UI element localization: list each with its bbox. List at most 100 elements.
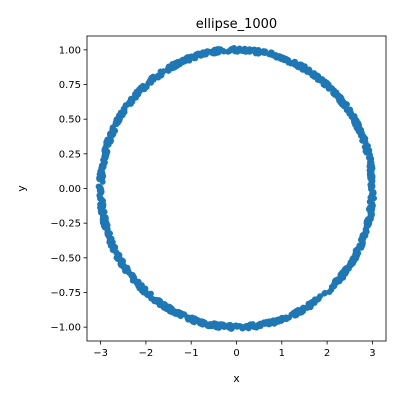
scatter-point (315, 295, 322, 302)
scatter-point (98, 196, 105, 203)
scatter-point (328, 283, 335, 290)
scatter-point (143, 291, 150, 298)
x-tick-label: 0 (233, 348, 239, 359)
y-tick-label: −0.25 (50, 219, 81, 230)
scatter-point (262, 48, 269, 55)
scatter-point (338, 275, 345, 282)
scatter-point (272, 51, 279, 58)
scatter-point (109, 247, 116, 254)
chart-title: ellipse_1000 (196, 17, 277, 32)
scatter-point (217, 46, 224, 53)
scatter-point (126, 100, 133, 107)
y-tick-label: 0.25 (59, 149, 81, 160)
scatter-point (363, 218, 370, 225)
scatter-point (160, 68, 167, 75)
x-tick-label: −2 (139, 348, 154, 359)
scatter-point (243, 46, 250, 53)
plot-frame (86, 35, 387, 342)
scatter-point (103, 151, 110, 158)
scatter-point (347, 109, 354, 116)
scatter-point (208, 49, 215, 56)
scatter-point (358, 244, 365, 251)
y-tick-label: −0.75 (50, 288, 81, 299)
scatter-point (369, 173, 376, 180)
y-axis-label: y (15, 185, 28, 192)
scatter-point (353, 117, 360, 124)
scatter-point (364, 142, 371, 149)
scatter-point (288, 311, 295, 318)
scatter-point (125, 268, 132, 275)
scatter-point (304, 67, 311, 74)
scatter-point (148, 79, 155, 86)
scatter-point (220, 323, 227, 330)
x-tick-label: 1 (279, 348, 285, 359)
scatter-point (322, 289, 329, 296)
x-tick-label: 3 (369, 348, 375, 359)
scatter-point (311, 70, 318, 77)
scatter-point (360, 133, 367, 140)
scatter-point (110, 125, 117, 132)
scatter-point (192, 55, 199, 62)
scatter-point (118, 257, 125, 264)
scatter-point (184, 57, 191, 64)
scatter-point (333, 89, 340, 96)
scatter-point (189, 314, 196, 321)
scatter-point (135, 278, 142, 285)
scatter-point (317, 77, 324, 84)
scatter-point (106, 236, 113, 243)
scatter-point (228, 322, 235, 329)
scatter-point (171, 310, 178, 317)
scatter-point (228, 46, 235, 53)
scatter-point (277, 316, 284, 323)
scatter-point (99, 211, 106, 218)
x-tick-label: −3 (93, 348, 108, 359)
scatter-point (355, 250, 362, 257)
y-tick-label: −1.00 (50, 323, 81, 334)
scatter-point (102, 147, 109, 154)
scatter-point (103, 139, 110, 146)
scatter-point (197, 52, 204, 59)
scatter-point (170, 64, 177, 71)
scatter-point (356, 127, 363, 134)
scatter-point (207, 321, 214, 328)
scatter-point (362, 229, 369, 236)
scatter-point (203, 49, 210, 56)
scatter-point (121, 106, 128, 113)
scatter-point (166, 304, 173, 311)
scatter-point (298, 64, 305, 71)
y-tick-label: 0.75 (59, 80, 81, 91)
y-tick-label: 0.00 (59, 184, 81, 195)
scatter-point (200, 318, 207, 325)
points-layer (95, 44, 377, 332)
scatter-point (359, 237, 366, 244)
x-axis-label: x (233, 372, 240, 385)
scatter-point (302, 305, 308, 312)
scatter-point (277, 55, 284, 62)
scatter-point (284, 56, 291, 63)
scatter-point (129, 277, 136, 284)
scatter-point (370, 190, 377, 197)
scatter-point (311, 299, 318, 306)
scatter-point (96, 176, 103, 183)
scatter-point (339, 99, 346, 106)
y-axis: −1.00 −0.75 −0.50 −0.25 0.00 0.25 0.50 0.75 1.00 (50, 45, 87, 334)
scatter-point (367, 204, 374, 211)
scatter-point (115, 115, 122, 122)
scatter-point (155, 74, 162, 81)
scatter-point (98, 187, 105, 194)
scatter-point (327, 85, 334, 92)
scatter-point (237, 323, 244, 330)
scatter-point (165, 65, 172, 72)
scatter-point (104, 223, 111, 230)
scatter-point (347, 261, 354, 268)
x-tick-label: −1 (184, 348, 199, 359)
scatter-point (100, 160, 107, 167)
scatter-point (140, 83, 147, 90)
scatter-point (367, 194, 374, 201)
scatter-point (141, 286, 148, 293)
y-tick-label: 1.00 (59, 45, 81, 56)
x-tick-label: 2 (324, 348, 330, 359)
scatter-point (296, 309, 303, 316)
